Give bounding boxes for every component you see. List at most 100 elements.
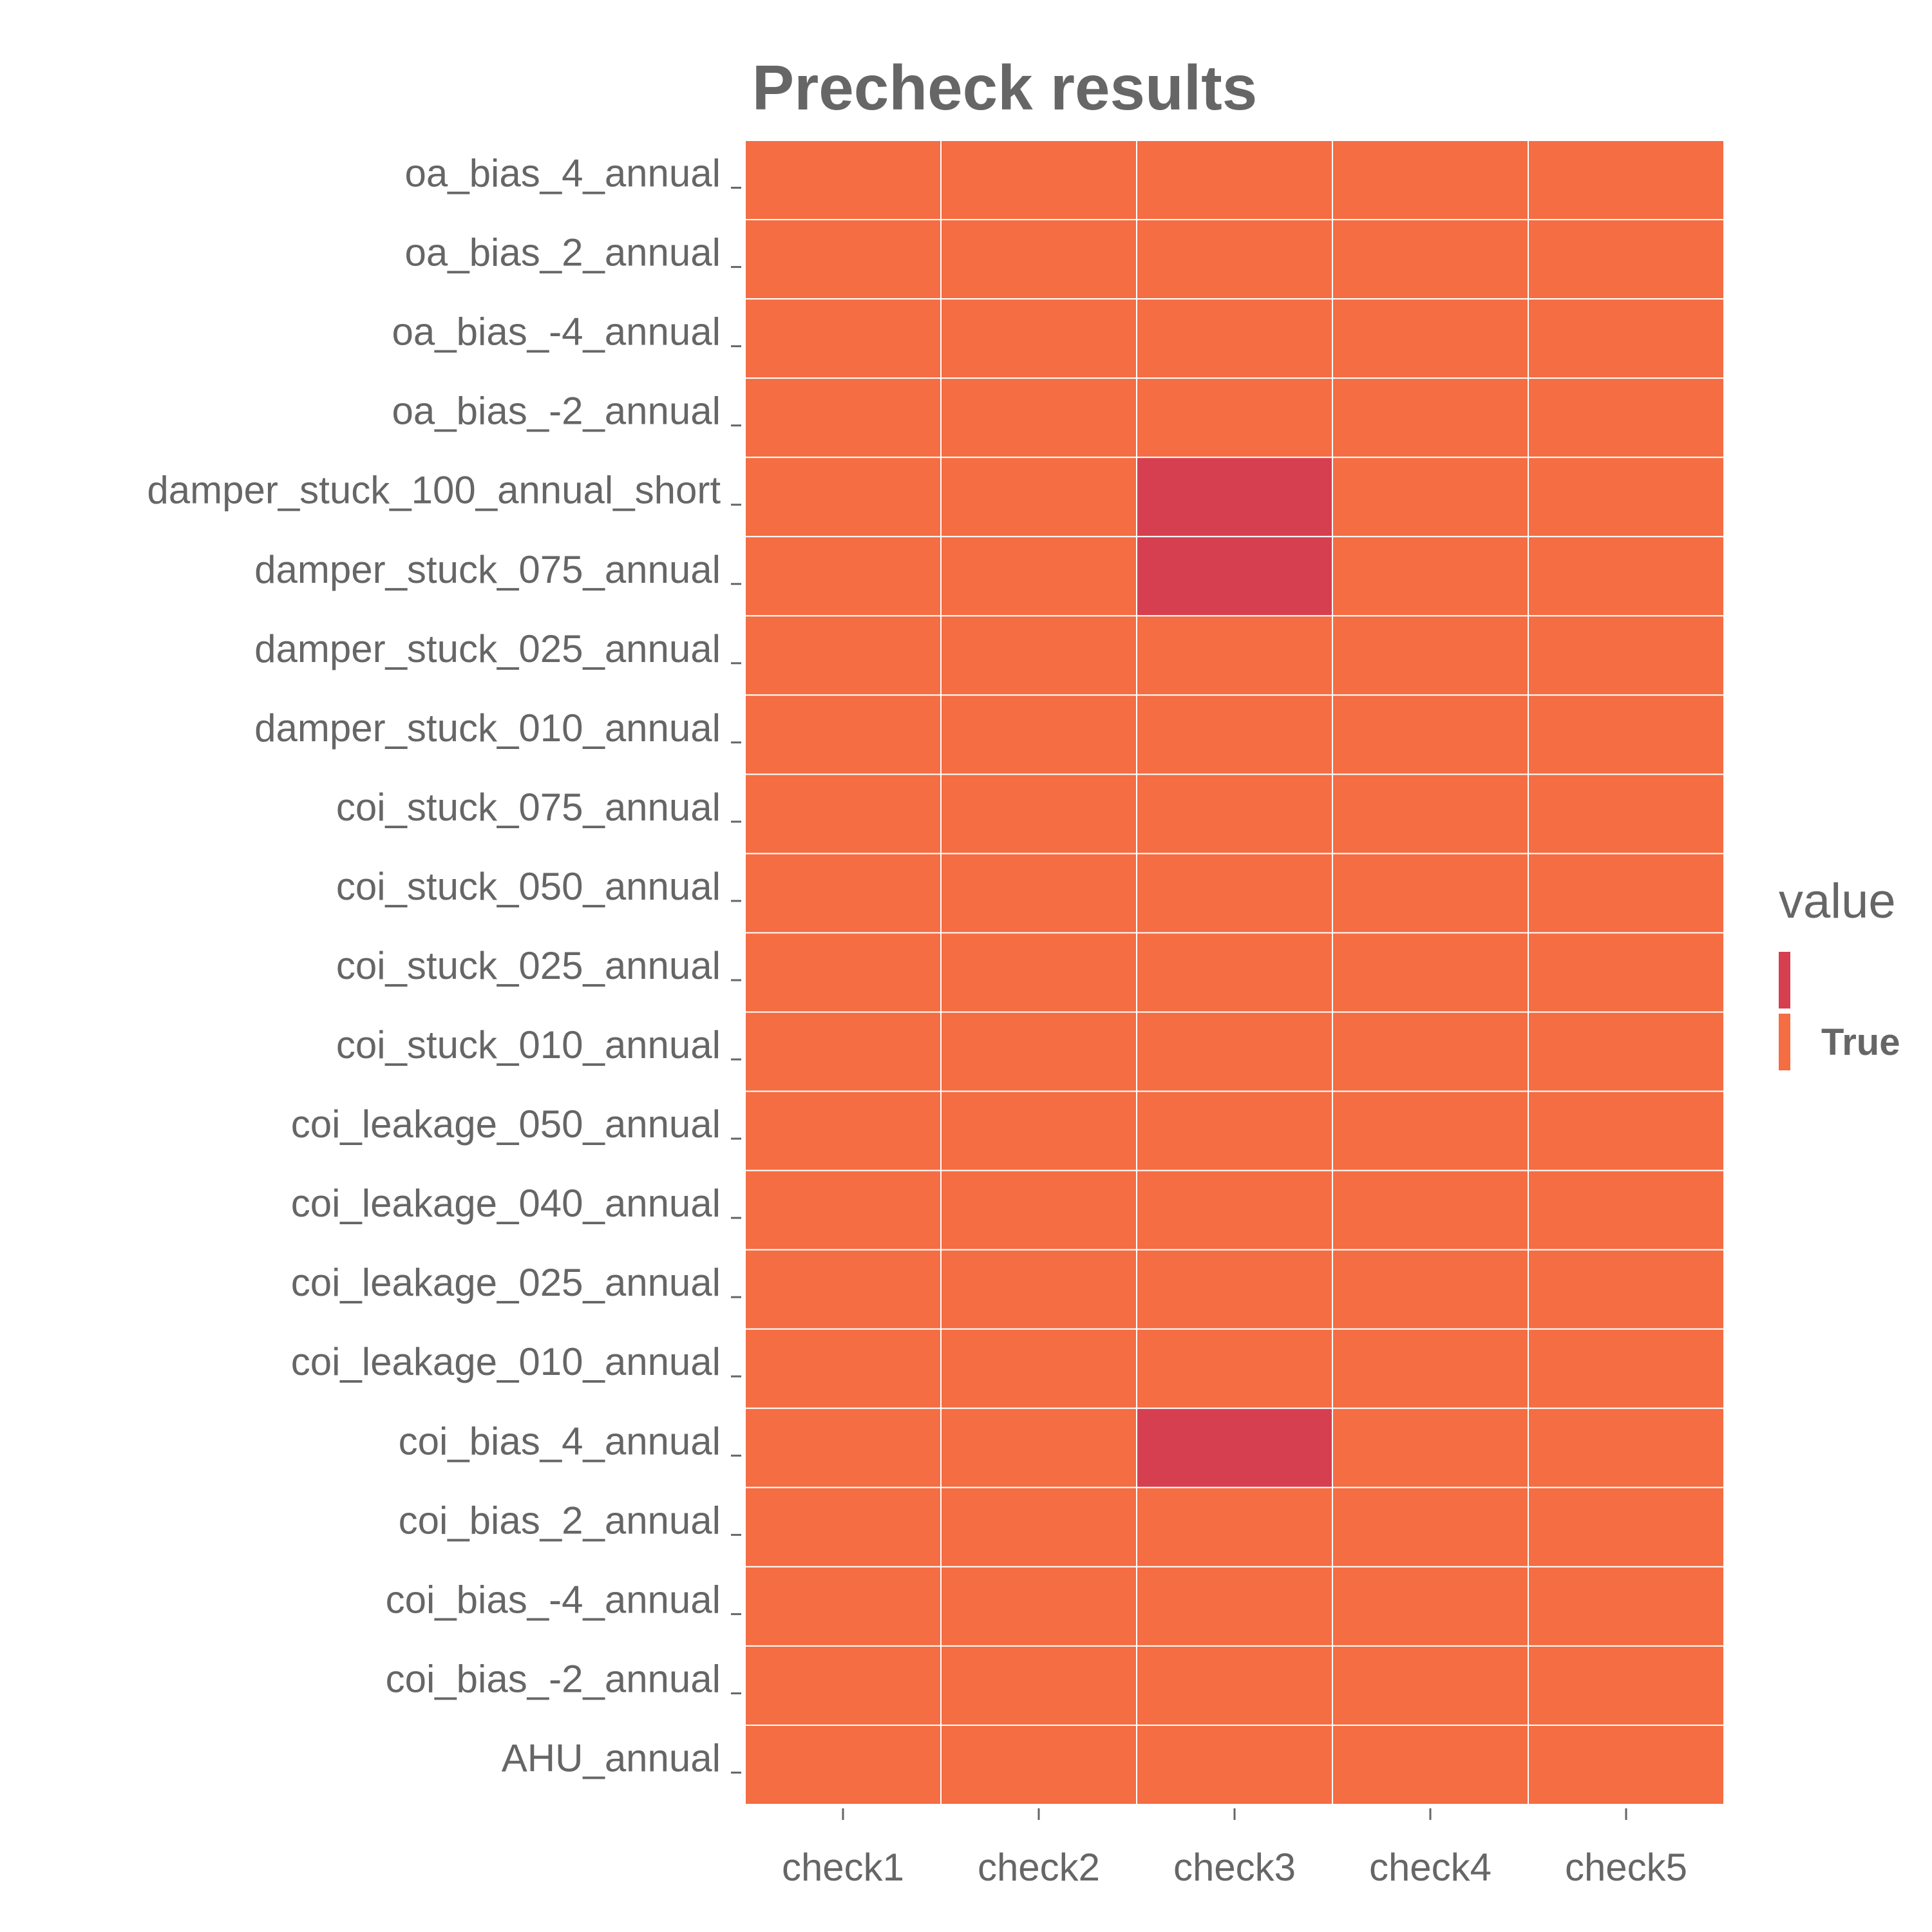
heatmap-cell <box>1528 1486 1725 1567</box>
heatmap-cell <box>1528 1090 1725 1171</box>
y-tick-label: coi_bias_4_annual <box>399 1419 721 1463</box>
y-tick-label: coi_leakage_025_annual <box>291 1261 721 1304</box>
heatmap-cell <box>1332 1011 1529 1092</box>
x-tick-label: check5 <box>1565 1846 1687 1889</box>
heatmap-cell <box>744 1090 942 1171</box>
heatmap-cell <box>1528 536 1725 617</box>
heatmap-cell <box>940 377 1137 459</box>
heatmap-cell <box>744 377 942 459</box>
heatmap-cell <box>1528 932 1725 1013</box>
legend-swatch <box>1779 1014 1790 1070</box>
heatmap-cell <box>744 140 942 221</box>
y-tick-label: coi_leakage_010_annual <box>291 1340 721 1383</box>
heatmap-cell <box>744 1566 942 1647</box>
y-tick-label: damper_stuck_025_annual <box>254 627 721 670</box>
y-tick-label: damper_stuck_075_annual <box>254 548 721 591</box>
heatmap-cell <box>1332 1170 1529 1251</box>
heatmap-cell <box>744 1328 942 1409</box>
heatmap-cell <box>1528 1011 1725 1092</box>
heatmap-cell <box>940 298 1137 379</box>
y-tick-label: oa_bias_4_annual <box>405 152 721 195</box>
heatmap-cell <box>1332 536 1529 617</box>
heatmap-cell <box>1528 1170 1725 1251</box>
heatmap-cell <box>744 1011 942 1092</box>
x-axis: check1 check2 check3 check4 check5 <box>782 1808 1687 1889</box>
heatmap-cell <box>940 1249 1137 1330</box>
legend-title: value <box>1779 874 1896 929</box>
heatmap-cell <box>744 853 942 934</box>
legend-swatch <box>1779 952 1790 1009</box>
x-tick-label: check1 <box>782 1846 904 1889</box>
heatmap-cell <box>940 1645 1137 1726</box>
heatmap-cell <box>1136 457 1333 538</box>
heatmap-cells <box>744 140 1725 1806</box>
heatmap-cell <box>940 694 1137 775</box>
heatmap-cell <box>1136 298 1333 379</box>
y-tick-label: coi_leakage_050_annual <box>291 1103 721 1146</box>
heatmap-cell <box>1528 694 1725 775</box>
heatmap-cell <box>1136 1090 1333 1171</box>
heatmap-cell <box>1528 1645 1725 1726</box>
heatmap-cell <box>940 457 1137 538</box>
heatmap-cell <box>940 1486 1137 1567</box>
y-tick-label: oa_bias_-4_annual <box>392 310 721 354</box>
heatmap-cell <box>1332 1645 1529 1726</box>
heatmap-cell <box>1332 298 1529 379</box>
heatmap-cell <box>1136 140 1333 221</box>
heatmap-cell <box>744 932 942 1013</box>
y-tick-label: oa_bias_2_annual <box>405 231 721 274</box>
heatmap-cell <box>940 1724 1137 1806</box>
heatmap-cell <box>744 298 942 379</box>
heatmap-cell <box>744 1407 942 1488</box>
heatmap-cell <box>744 773 942 855</box>
heatmap-cell <box>1136 1645 1333 1726</box>
heatmap-cell <box>744 1249 942 1330</box>
heatmap-cell <box>744 1645 942 1726</box>
heatmap-cell <box>940 1328 1137 1409</box>
heatmap-cell <box>1332 140 1529 221</box>
heatmap-cell <box>1528 1724 1725 1806</box>
heatmap-cell <box>1332 1407 1529 1488</box>
heatmap-cell <box>1332 377 1529 459</box>
heatmap-cell <box>744 1724 942 1806</box>
x-tick-label: check4 <box>1369 1846 1492 1889</box>
y-tick-label: coi_stuck_010_annual <box>336 1023 721 1066</box>
x-tick-label: check2 <box>978 1846 1100 1889</box>
heatmap-cell <box>1528 1566 1725 1647</box>
heatmap-cell <box>1332 615 1529 696</box>
heatmap-cell <box>744 536 942 617</box>
heatmap-cell <box>1528 1407 1725 1488</box>
y-tick-label: coi_stuck_025_annual <box>336 944 721 987</box>
heatmap-cell <box>1528 615 1725 696</box>
heatmap-cell <box>1528 377 1725 459</box>
heatmap-cell <box>1332 219 1529 300</box>
legend: value True <box>1779 874 1900 1070</box>
heatmap-cell <box>1136 1011 1333 1092</box>
legend-label: True <box>1821 1021 1900 1063</box>
heatmap-cell <box>1136 1407 1333 1488</box>
heatmap-cell <box>1332 1328 1529 1409</box>
heatmap-cell <box>1332 1249 1529 1330</box>
y-tick-label: damper_stuck_010_annual <box>254 706 721 750</box>
heatmap-cell <box>1136 1328 1333 1409</box>
x-tick-label: check3 <box>1173 1846 1296 1889</box>
heatmap-cell <box>1332 457 1529 538</box>
heatmap-cell <box>940 1011 1137 1092</box>
heatmap-cell <box>1528 1328 1725 1409</box>
heatmap-cell <box>1332 694 1529 775</box>
y-tick-label: coi_stuck_075_annual <box>336 786 721 829</box>
heatmap-cell <box>1136 694 1333 775</box>
heatmap-cell <box>940 536 1137 617</box>
heatmap-cell <box>1136 932 1333 1013</box>
heatmap-cell <box>1136 1486 1333 1567</box>
heatmap-cell <box>1528 457 1725 538</box>
heatmap-cell <box>1332 1566 1529 1647</box>
heatmap-cell <box>1136 1724 1333 1806</box>
heatmap-cell <box>1136 1249 1333 1330</box>
y-tick-label: oa_bias_-2_annual <box>392 390 721 433</box>
heatmap-cell <box>1136 377 1333 459</box>
heatmap-cell <box>940 932 1137 1013</box>
heatmap-cell <box>1528 1249 1725 1330</box>
heatmap-cell <box>1332 1724 1529 1806</box>
